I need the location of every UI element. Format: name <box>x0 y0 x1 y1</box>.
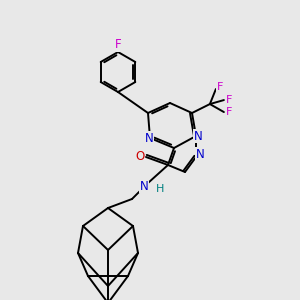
Text: O: O <box>135 151 145 164</box>
Text: F: F <box>115 38 121 52</box>
Text: H: H <box>156 184 164 194</box>
Text: N: N <box>196 148 204 160</box>
Text: F: F <box>217 82 223 92</box>
Text: F: F <box>226 107 232 117</box>
Text: N: N <box>145 131 153 145</box>
Text: F: F <box>226 95 232 105</box>
Text: N: N <box>194 130 202 142</box>
Text: N: N <box>140 179 148 193</box>
